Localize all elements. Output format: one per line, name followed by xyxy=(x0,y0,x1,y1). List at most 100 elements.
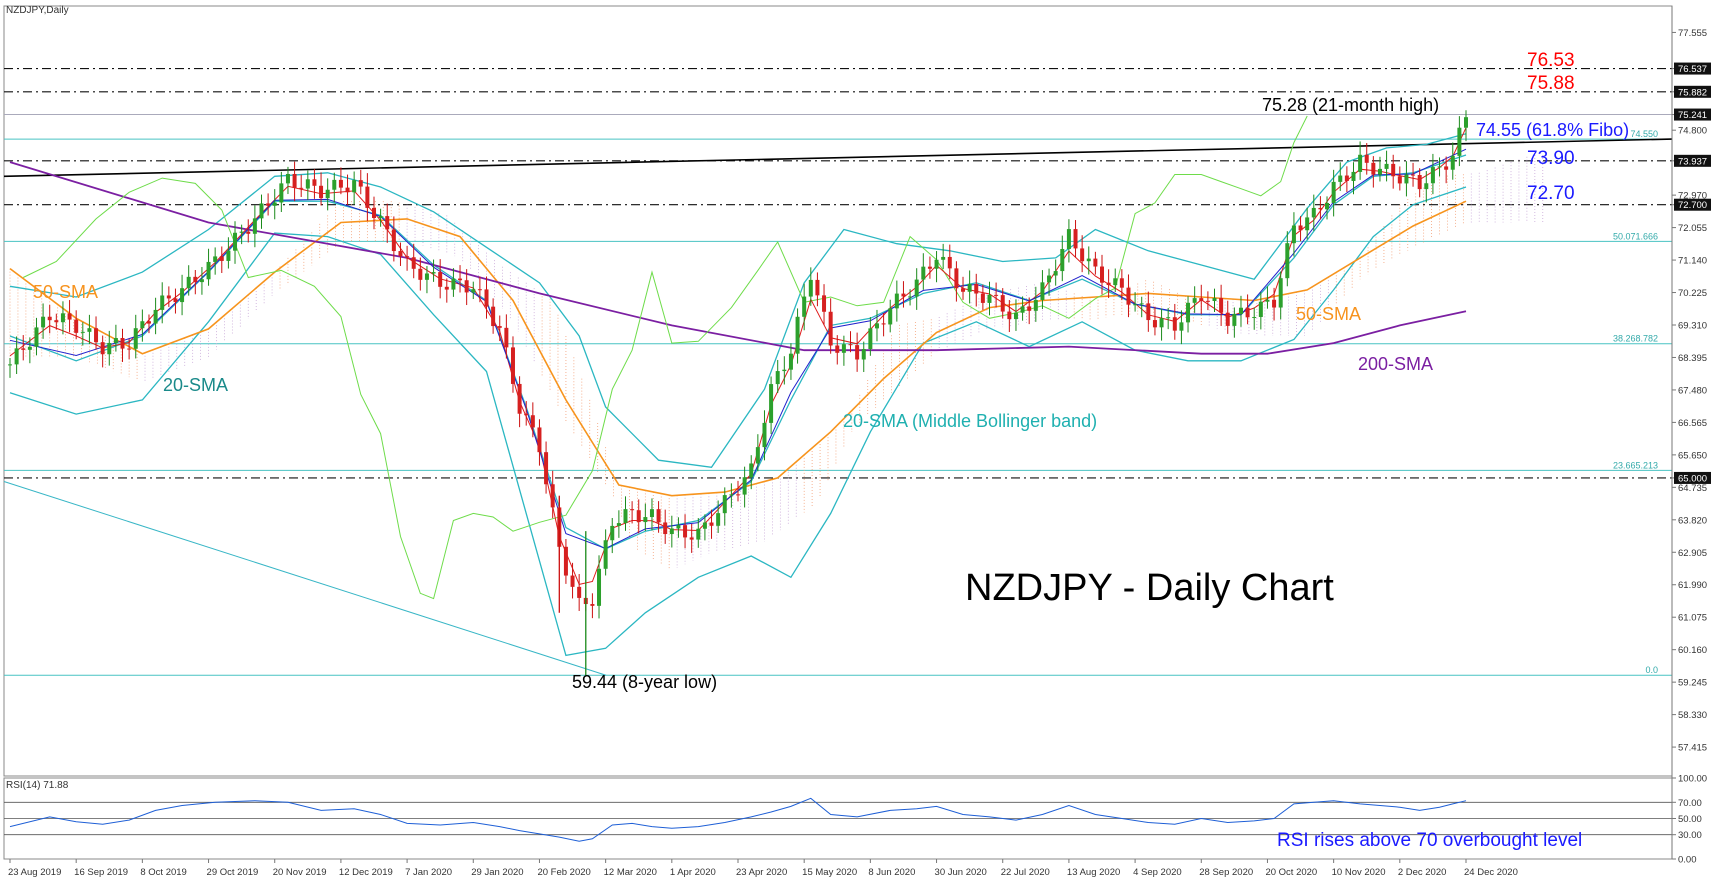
price-tick-label: 64.735 xyxy=(1678,483,1707,494)
candle-body xyxy=(696,528,701,540)
date-tick-label: 16 Sep 2019 xyxy=(74,867,128,878)
candle-body xyxy=(563,546,568,576)
candle-body xyxy=(782,369,787,372)
candle-body xyxy=(788,353,793,370)
candle-body xyxy=(597,568,602,606)
date-tick-label: 20 Oct 2020 xyxy=(1265,867,1317,878)
candle-body xyxy=(34,327,39,347)
ascending-trendline xyxy=(3,138,1673,178)
candle-body xyxy=(1186,302,1191,323)
candle-body xyxy=(365,186,370,208)
candle-body xyxy=(954,268,959,289)
candle-body xyxy=(252,218,257,234)
candle-body xyxy=(1013,312,1018,320)
candle-body xyxy=(27,346,32,350)
candle-body xyxy=(656,509,661,523)
candle-body xyxy=(94,328,99,343)
candle-body xyxy=(107,342,112,355)
candle-body xyxy=(1047,275,1052,283)
candle-body xyxy=(1205,300,1210,302)
candle-body xyxy=(299,187,304,189)
candle-body xyxy=(987,294,992,303)
candle-body xyxy=(517,383,522,414)
candle-body xyxy=(60,313,65,323)
candle-body xyxy=(484,289,489,307)
candle-body xyxy=(431,272,436,274)
fibo-label: 0.0 xyxy=(1645,665,1658,675)
candle-body xyxy=(146,321,151,324)
price-tick-label: 65.650 xyxy=(1678,450,1707,461)
candle-body xyxy=(961,288,966,292)
price-tick-box xyxy=(1674,108,1711,121)
price-tick-label: 69.310 xyxy=(1678,321,1707,332)
candle-body xyxy=(603,540,608,569)
candle-body xyxy=(1424,183,1429,190)
candle-body xyxy=(709,522,714,526)
candle-body xyxy=(1139,303,1144,305)
price-tick-box xyxy=(1674,154,1711,167)
candle-body xyxy=(1404,174,1409,184)
candle-body xyxy=(1272,299,1277,308)
date-tick-label: 28 Sep 2020 xyxy=(1199,867,1253,878)
candle-body xyxy=(1212,298,1217,301)
candle-body xyxy=(1133,304,1138,306)
bollinger-lower xyxy=(9,186,1467,657)
candle-body xyxy=(1291,225,1296,244)
candle-body xyxy=(1258,301,1263,317)
price-tick-label: 63.820 xyxy=(1678,515,1707,526)
candle-body xyxy=(1080,248,1085,262)
candle-body xyxy=(828,311,833,346)
candle-body xyxy=(1444,166,1449,170)
candle-body xyxy=(424,273,429,280)
candle-body xyxy=(822,295,827,312)
candle-body xyxy=(180,288,185,303)
candle-body xyxy=(835,345,840,353)
price-tick-label: 76.537 xyxy=(1678,64,1707,75)
chart-title: NZDJPY - Daily Chart xyxy=(965,567,1334,609)
rsi-tick-label: 100.00 xyxy=(1678,774,1707,785)
candle-body xyxy=(980,293,985,303)
candle-body xyxy=(1000,295,1005,312)
candle-body xyxy=(1252,316,1257,318)
rsi-tick-label: 0.00 xyxy=(1678,855,1697,866)
candle-body xyxy=(312,179,317,186)
price-tick-label: 65.000 xyxy=(1678,473,1707,484)
candle-body xyxy=(372,207,376,219)
candle-body xyxy=(8,364,12,366)
candle-body xyxy=(405,256,410,258)
candle-body xyxy=(1457,127,1462,156)
price-tick-label: 59.245 xyxy=(1678,678,1707,689)
fibo-label: 74.550 xyxy=(1630,129,1658,139)
candle-body xyxy=(669,528,674,535)
candle-body xyxy=(1199,298,1204,301)
candle-body xyxy=(54,320,59,323)
price-tick-label: 77.555 xyxy=(1678,28,1707,39)
candle-body xyxy=(742,477,747,495)
sma50-line xyxy=(9,200,1467,497)
date-tick-label: 13 Aug 2020 xyxy=(1067,867,1120,878)
date-tick-label: 23 Apr 2020 xyxy=(736,867,787,878)
candle-body xyxy=(160,295,165,310)
annotation-r1: 76.53 xyxy=(1527,50,1575,71)
candle-body xyxy=(914,279,919,297)
candle-body xyxy=(193,276,198,283)
candle-body xyxy=(683,525,688,538)
candle-body xyxy=(458,278,463,281)
candle-body xyxy=(1298,225,1303,231)
candle-body xyxy=(1417,175,1422,190)
candle-body xyxy=(504,327,509,348)
candle-body xyxy=(1344,175,1349,181)
annotation-fibo: 74.55 (61.8% Fibo) xyxy=(1476,120,1629,140)
candle-body xyxy=(199,279,204,283)
candle-body xyxy=(815,279,820,296)
candle-body xyxy=(477,289,482,291)
candle-body xyxy=(524,413,529,416)
candle-body xyxy=(292,173,297,188)
price-tick-label: 73.937 xyxy=(1678,156,1707,167)
candle-body xyxy=(219,256,224,261)
candle-body xyxy=(239,231,244,233)
date-tick-label: 24 Dec 2020 xyxy=(1464,867,1518,878)
candle-body xyxy=(352,180,357,193)
candle-body xyxy=(319,185,324,199)
candle-body xyxy=(729,494,734,496)
